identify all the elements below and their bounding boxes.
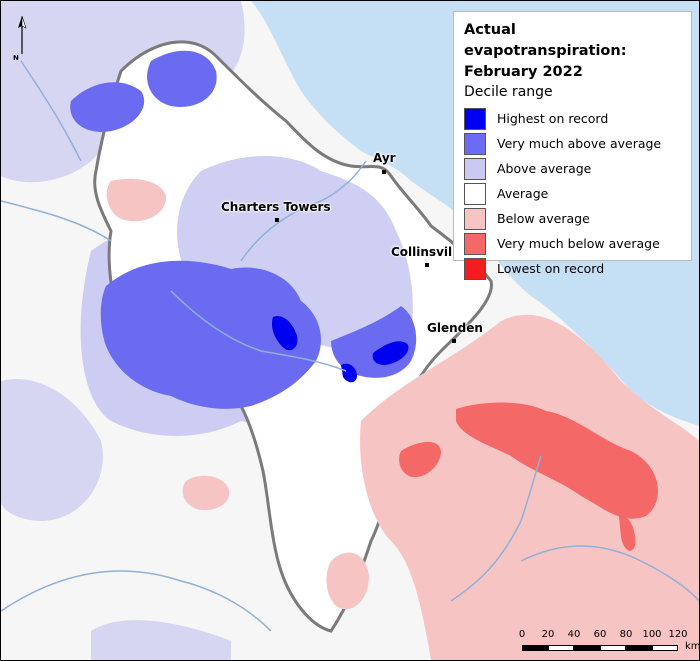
legend-swatch	[464, 207, 486, 230]
region-below-average-east	[360, 314, 699, 660]
scale-tick-label: 100	[642, 629, 662, 640]
scale-tick-label: 80	[619, 629, 633, 640]
legend-item: Very much above average	[464, 131, 681, 156]
scale-unit: km	[685, 641, 700, 652]
region-very-much-above-average	[100, 260, 321, 409]
legend-label: Very much above average	[497, 136, 662, 151]
legend-label: Below average	[497, 211, 590, 226]
scale-segment	[626, 645, 652, 651]
place-marker-ayr	[382, 170, 386, 174]
place-label-charters-towers: Charters Towers	[221, 200, 331, 214]
legend-title-line1: Actual evapotranspiration:	[464, 22, 627, 59]
place-marker-glenden	[452, 339, 456, 343]
scale-tick-label: 120	[668, 629, 688, 640]
legend-swatch	[464, 107, 486, 130]
legend-swatch	[464, 232, 486, 255]
legend-label: Lowest on record	[497, 261, 605, 276]
legend-item: Above average	[464, 156, 681, 181]
region-very-much-below-average	[456, 402, 658, 519]
scale-tick-label: 60	[593, 629, 607, 640]
legend-item: Lowest on record	[464, 256, 681, 281]
region-highest-on-record	[271, 316, 298, 351]
region-very-much-above-average-north2	[147, 50, 217, 107]
legend-swatch	[464, 257, 486, 280]
scale-segment	[600, 645, 626, 651]
place-label-ayr: Ayr	[373, 151, 396, 165]
place-label-collinsville: Collinsvil	[391, 245, 453, 259]
legend-swatch	[464, 182, 486, 205]
legend-item: Highest on record	[464, 106, 681, 131]
region-below-average-small1	[182, 475, 230, 511]
north-arrow-icon	[18, 16, 27, 54]
north-arrow: N	[13, 16, 31, 66]
legend-swatch	[464, 157, 486, 180]
legend-item: Very much below average	[464, 231, 681, 256]
legend-items: Highest on record Very much above averag…	[464, 106, 681, 281]
scale-segment	[548, 645, 574, 651]
place-label-glenden: Glenden	[427, 321, 483, 335]
region-above-average-sw	[1, 379, 103, 521]
legend-item: Average	[464, 181, 681, 206]
region-very-much-below-average-west	[399, 441, 441, 478]
rivers	[1, 60, 699, 632]
north-arrow-label: N	[13, 54, 19, 62]
scale-segment	[574, 645, 600, 651]
legend: Actual evapotranspiration: February 2022…	[453, 11, 692, 280]
legend-subtitle: Decile range	[464, 84, 553, 100]
legend-swatch	[464, 132, 486, 155]
legend-label: Above average	[497, 161, 592, 176]
scale-tick-label: 40	[567, 629, 581, 640]
place-marker-charters-towers	[275, 218, 279, 222]
legend-label: Highest on record	[497, 111, 609, 126]
region-highest-on-record-small	[341, 363, 357, 383]
scale-segment	[652, 645, 678, 651]
region-very-much-below-average-south	[619, 515, 636, 551]
legend-label: Very much below average	[497, 236, 660, 251]
scale-bar: 0 20 40 60 80 100 120 km	[517, 629, 699, 655]
place-marker-collinsville	[425, 263, 429, 267]
region-below-average-small2	[106, 178, 167, 222]
scale-tick-label: 20	[541, 629, 555, 640]
region-highest-on-record-east	[372, 341, 409, 365]
legend-item: Below average	[464, 206, 681, 231]
legend-label: Average	[497, 186, 549, 201]
region-above-average-bottom	[91, 620, 231, 660]
legend-title-line2: February 2022	[464, 64, 583, 80]
scale-tick-label: 0	[518, 629, 526, 640]
scale-segment	[522, 645, 548, 651]
region-very-much-above-average-north1	[70, 82, 145, 132]
region-below-average-south	[326, 552, 369, 610]
